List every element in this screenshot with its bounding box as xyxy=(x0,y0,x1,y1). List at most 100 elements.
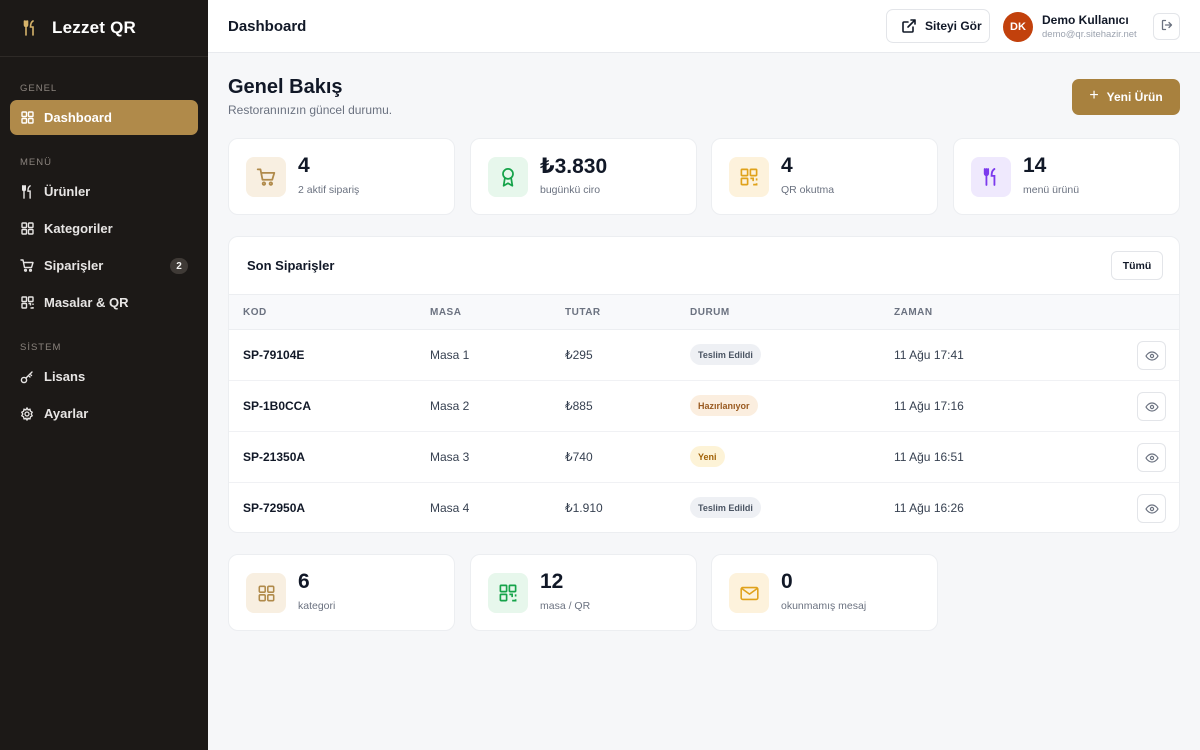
sidebar-item-label: Ayarlar xyxy=(44,406,89,421)
order-amount: ₺1.910 xyxy=(565,501,603,515)
stat-value: 4 xyxy=(298,154,310,177)
column-header-amount[interactable]: TUTAR xyxy=(565,307,601,318)
stat-card-revenue: ₺3.830 bugünkü ciro xyxy=(470,138,697,215)
column-header-status[interactable]: DURUM xyxy=(690,307,730,318)
brand-name: Lezzet QR xyxy=(52,18,136,37)
order-time: 11 Ağu 17:41 xyxy=(894,348,964,362)
order-code: SP-21350A xyxy=(243,450,306,464)
stat-value: 14 xyxy=(1023,154,1047,177)
stat-value: 4 xyxy=(781,154,793,177)
stat-label: kategori xyxy=(298,600,336,612)
stat-value: ₺3.830 xyxy=(540,155,608,178)
top-header: Dashboard Siteyi Gör DK Demo Kullanıcı d… xyxy=(208,0,1200,53)
order-time: 11 Ağu 16:26 xyxy=(894,501,964,515)
view-order-button[interactable] xyxy=(1137,392,1166,421)
status-badge: Teslim Edildi xyxy=(690,344,761,365)
brand[interactable]: Lezzet QR xyxy=(0,0,208,57)
column-header-time[interactable]: ZAMAN xyxy=(894,307,933,318)
order-table: Masa 4 xyxy=(430,501,470,515)
order-amount: ₺740 xyxy=(565,450,593,464)
new-product-button[interactable]: + Yeni Ürün xyxy=(1072,79,1180,115)
order-amount: ₺295 xyxy=(565,348,593,362)
view-order-button[interactable] xyxy=(1137,494,1166,523)
orders-count-badge: 2 xyxy=(170,258,188,274)
eye-icon xyxy=(1144,452,1159,463)
external-link-icon xyxy=(901,18,917,34)
sidebar-item-dashboard[interactable]: Dashboard xyxy=(10,100,198,135)
cart-icon xyxy=(246,157,286,197)
order-code: SP-79104E xyxy=(243,348,305,362)
column-header-table[interactable]: MASA xyxy=(430,307,462,318)
sidebar-item-label: Siparişler xyxy=(44,258,104,273)
user-name: Demo Kullanıcı xyxy=(1042,13,1129,27)
table-row[interactable]: SP-21350A Masa 3 ₺740 Yeni 11 Ağu 16:51 xyxy=(229,432,1179,483)
grid-icon xyxy=(246,573,286,613)
sidebar-item-label: Kategoriler xyxy=(44,221,113,236)
recent-orders-title: Son Siparişler xyxy=(247,258,335,273)
key-icon xyxy=(20,370,34,384)
column-header-code[interactable]: KOD xyxy=(243,307,267,318)
new-product-label: Yeni Ürün xyxy=(1106,90,1163,104)
nav-section-menu: MENÜ xyxy=(20,157,52,168)
stat-label: QR okutma xyxy=(781,184,835,196)
sidebar-item-masalar-qr[interactable]: Masalar & QR xyxy=(10,285,198,320)
user-email: demo@qr.sitehazir.net xyxy=(1042,29,1137,40)
cart-icon xyxy=(20,259,34,273)
view-order-button[interactable] xyxy=(1137,341,1166,370)
eye-icon xyxy=(1144,401,1159,412)
sidebar-item-siparisler[interactable]: Siparişler 2 xyxy=(10,248,198,283)
sidebar-item-label: Lisans xyxy=(44,369,86,384)
nav-section-sistem: SİSTEM xyxy=(20,342,62,353)
page-subtitle: Restoranınızın güncel durumu. xyxy=(228,103,393,117)
order-table: Masa 3 xyxy=(430,450,470,464)
qr-icon xyxy=(20,296,34,310)
stat-value: 6 xyxy=(298,570,310,593)
order-amount: ₺885 xyxy=(565,399,593,413)
view-all-orders-button[interactable]: Tümü xyxy=(1111,251,1163,280)
sidebar-item-lisans[interactable]: Lisans xyxy=(10,359,198,394)
view-order-button[interactable] xyxy=(1137,443,1166,472)
gear-icon xyxy=(20,406,34,421)
plus-icon: + xyxy=(1089,87,1099,104)
stat-card-categories: 6 kategori xyxy=(228,554,455,631)
sidebar-item-kategoriler[interactable]: Kategoriler xyxy=(10,211,198,246)
sidebar: Lezzet QR GENEL Dashboard MENÜ Ürünler K… xyxy=(0,0,208,750)
mail-icon xyxy=(729,573,769,613)
order-table: Masa 1 xyxy=(430,348,470,362)
table-header: KOD MASA TUTAR DURUM ZAMAN xyxy=(229,294,1179,330)
order-code: SP-72950A xyxy=(243,501,306,515)
view-site-button[interactable]: Siteyi Gör xyxy=(886,9,990,43)
stat-card-qr-scans: 4 QR okutma xyxy=(711,138,938,215)
utensils-icon xyxy=(22,20,38,36)
sidebar-item-urunler[interactable]: Ürünler xyxy=(10,174,198,209)
stat-label: menü ürünü xyxy=(1023,184,1080,196)
nav-section-genel: GENEL xyxy=(20,83,58,94)
stat-card-menu-items: 14 menü ürünü xyxy=(953,138,1180,215)
stat-label: masa / QR xyxy=(540,600,591,612)
header-title: Dashboard xyxy=(228,17,307,35)
status-badge: Teslim Edildi xyxy=(690,497,761,518)
view-site-label: Siteyi Gör xyxy=(925,19,982,33)
sidebar-item-label: Dashboard xyxy=(44,110,112,125)
avatar[interactable]: DK xyxy=(1003,12,1033,42)
table-row[interactable]: SP-1B0CCA Masa 2 ₺885 Hazırlanıyor 11 Ağ… xyxy=(229,381,1179,432)
sidebar-item-ayarlar[interactable]: Ayarlar xyxy=(10,396,198,431)
grid-icon xyxy=(20,222,34,236)
logout-button[interactable] xyxy=(1153,13,1180,40)
user-info: Demo Kullanıcı demo@qr.sitehazir.net xyxy=(1042,13,1137,40)
utensils-icon xyxy=(20,184,34,199)
sidebar-item-label: Masalar & QR xyxy=(44,295,129,310)
order-code: SP-1B0CCA xyxy=(243,399,312,413)
stat-value: 0 xyxy=(781,570,793,593)
stat-card-tables-qr: 12 masa / QR xyxy=(470,554,697,631)
table-row[interactable]: SP-72950A Masa 4 ₺1.910 Teslim Edildi 11… xyxy=(229,483,1179,532)
stat-value: 12 xyxy=(540,570,564,593)
logout-icon xyxy=(1161,18,1173,36)
qr-icon xyxy=(488,573,528,613)
table-row[interactable]: SP-79104E Masa 1 ₺295 Teslim Edildi 11 A… xyxy=(229,330,1179,381)
order-time: 11 Ağu 16:51 xyxy=(894,450,964,464)
stat-card-active-orders: 4 2 aktif sipariş xyxy=(228,138,455,215)
utensils-icon xyxy=(971,157,1011,197)
award-icon xyxy=(488,157,528,197)
sidebar-item-label: Ürünler xyxy=(44,184,91,199)
